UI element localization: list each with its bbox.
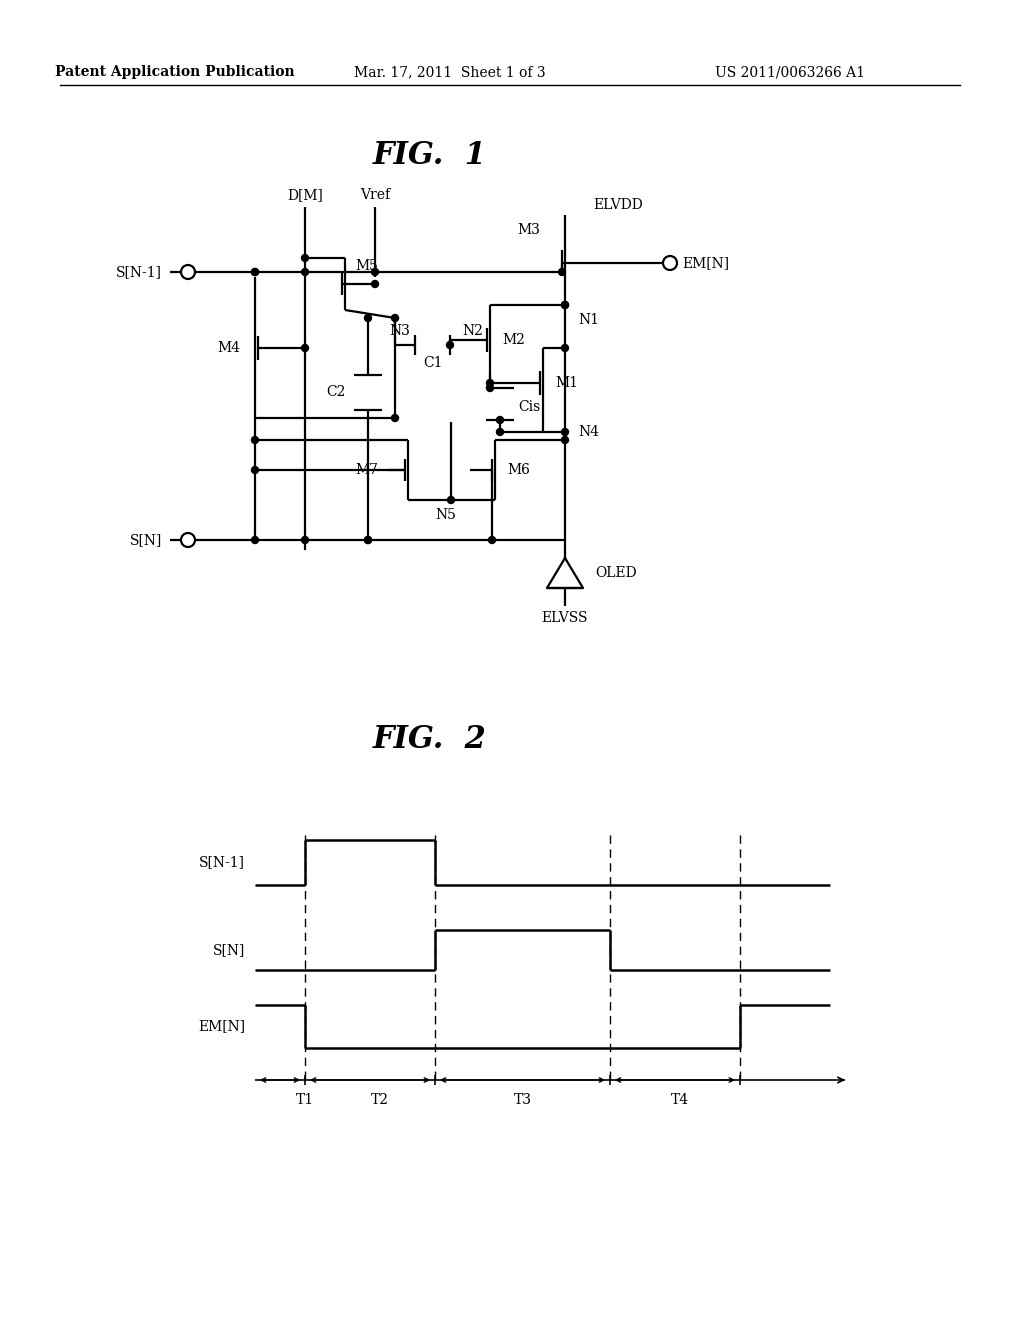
Polygon shape <box>547 558 583 587</box>
Circle shape <box>561 345 568 351</box>
Circle shape <box>252 466 258 474</box>
Text: C1: C1 <box>423 356 442 370</box>
Circle shape <box>372 268 379 276</box>
Circle shape <box>497 429 504 436</box>
Circle shape <box>488 536 496 544</box>
Text: S[N]: S[N] <box>213 942 245 957</box>
Circle shape <box>561 437 568 444</box>
Text: Patent Application Publication: Patent Application Publication <box>55 65 295 79</box>
Text: T4: T4 <box>671 1093 689 1107</box>
Circle shape <box>561 301 568 309</box>
Circle shape <box>301 536 308 544</box>
Text: Vref: Vref <box>360 187 390 202</box>
Text: M2: M2 <box>502 333 525 347</box>
Circle shape <box>365 536 372 544</box>
Circle shape <box>561 301 568 309</box>
Text: EM[N]: EM[N] <box>682 256 729 271</box>
Text: T2: T2 <box>371 1093 389 1107</box>
Text: N5: N5 <box>435 508 457 521</box>
Text: FIG.  1: FIG. 1 <box>373 140 487 170</box>
Text: S[N-1]: S[N-1] <box>199 855 245 870</box>
Text: M7: M7 <box>355 463 378 477</box>
Text: D[M]: D[M] <box>287 187 323 202</box>
Text: T3: T3 <box>513 1093 531 1107</box>
Circle shape <box>301 255 308 261</box>
Circle shape <box>497 417 504 424</box>
Circle shape <box>486 380 494 387</box>
Circle shape <box>252 268 258 276</box>
Circle shape <box>372 281 379 288</box>
Text: US 2011/0063266 A1: US 2011/0063266 A1 <box>715 65 865 79</box>
Circle shape <box>447 496 455 503</box>
Circle shape <box>486 384 494 392</box>
Circle shape <box>252 437 258 444</box>
Circle shape <box>301 268 308 276</box>
Text: N3: N3 <box>389 323 410 338</box>
Circle shape <box>561 429 568 436</box>
Text: N1: N1 <box>578 313 599 327</box>
Circle shape <box>558 268 565 276</box>
Text: N4: N4 <box>578 425 599 440</box>
Circle shape <box>252 268 258 276</box>
Circle shape <box>391 414 398 421</box>
Circle shape <box>252 536 258 544</box>
Text: M5: M5 <box>355 259 378 273</box>
Text: ELVSS: ELVSS <box>542 611 588 624</box>
Circle shape <box>301 345 308 351</box>
Text: FIG.  2: FIG. 2 <box>373 725 487 755</box>
Text: Mar. 17, 2011  Sheet 1 of 3: Mar. 17, 2011 Sheet 1 of 3 <box>354 65 546 79</box>
Text: EM[N]: EM[N] <box>198 1019 245 1034</box>
Text: T1: T1 <box>296 1093 314 1107</box>
Text: OLED: OLED <box>595 566 637 579</box>
Circle shape <box>446 342 454 348</box>
Text: M1: M1 <box>555 376 578 389</box>
Text: M6: M6 <box>507 463 529 477</box>
Circle shape <box>365 536 372 544</box>
Text: ELVDD: ELVDD <box>593 198 643 213</box>
Text: S[N]: S[N] <box>130 533 162 546</box>
Circle shape <box>365 314 372 322</box>
Text: M3: M3 <box>517 223 540 238</box>
Text: N2: N2 <box>462 323 483 338</box>
Text: M4: M4 <box>217 341 240 355</box>
Text: S[N-1]: S[N-1] <box>116 265 162 279</box>
Text: C2: C2 <box>327 385 346 400</box>
Text: Cis: Cis <box>518 400 541 414</box>
Circle shape <box>391 314 398 322</box>
